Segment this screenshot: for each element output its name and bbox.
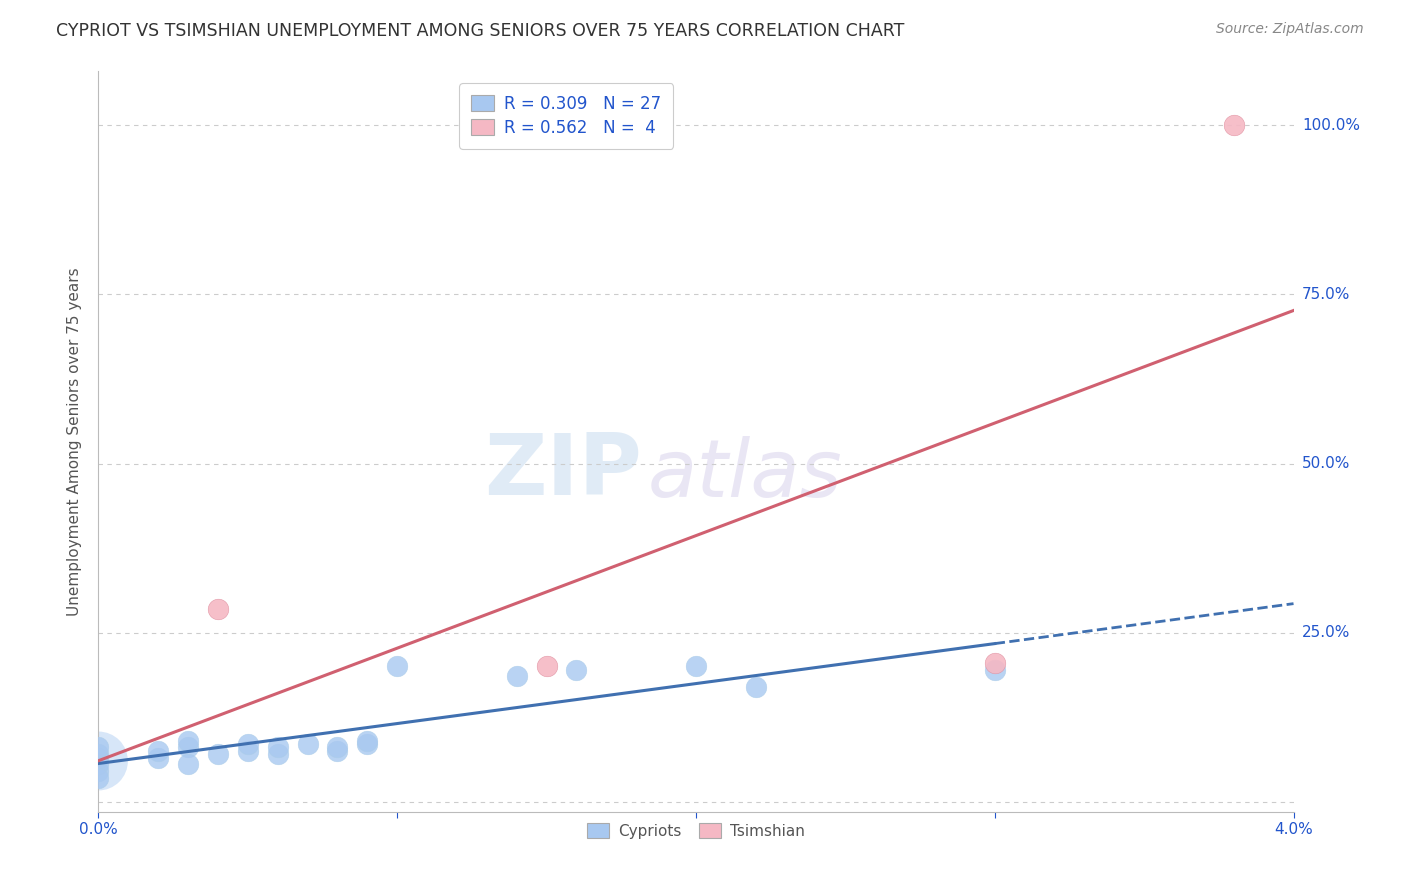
Point [87, 747, 110, 762]
Text: Source: ZipAtlas.com: Source: ZipAtlas.com [1216, 22, 1364, 37]
Point [207, 602, 229, 616]
Y-axis label: Unemployment Among Seniors over 75 years: Unemployment Among Seniors over 75 years [67, 268, 83, 615]
Point [326, 740, 349, 755]
Point [1223, 119, 1246, 133]
Text: 75.0%: 75.0% [1302, 287, 1350, 302]
Point [745, 680, 768, 694]
Point [326, 744, 349, 758]
Point [297, 737, 319, 751]
Point [207, 747, 229, 762]
Text: 25.0%: 25.0% [1302, 625, 1350, 640]
Text: 50.0%: 50.0% [1302, 456, 1350, 471]
Point [685, 659, 707, 673]
Point [356, 733, 378, 747]
Point [984, 656, 1007, 670]
Point [236, 737, 259, 751]
Point [385, 659, 409, 673]
Point [267, 740, 290, 755]
Point [87, 764, 110, 779]
Point [177, 733, 200, 747]
Point [177, 757, 200, 772]
Text: ZIP: ZIP [485, 430, 643, 513]
Point [87, 771, 110, 785]
Point [356, 737, 378, 751]
Point [87, 740, 110, 755]
Point [267, 747, 290, 762]
Text: 100.0%: 100.0% [1302, 118, 1360, 133]
Legend: Cypriots, Tsimshian: Cypriots, Tsimshian [581, 817, 811, 845]
Point [87, 754, 110, 768]
Point [536, 659, 558, 673]
Point [148, 744, 170, 758]
Text: atlas: atlas [648, 436, 844, 514]
Point [506, 669, 529, 683]
Point [177, 740, 200, 755]
Point [565, 663, 588, 677]
Point [236, 744, 259, 758]
Point [87, 757, 110, 772]
Text: CYPRIOT VS TSIMSHIAN UNEMPLOYMENT AMONG SENIORS OVER 75 YEARS CORRELATION CHART: CYPRIOT VS TSIMSHIAN UNEMPLOYMENT AMONG … [56, 22, 904, 40]
Point [984, 663, 1007, 677]
Point [87, 750, 110, 764]
Point [148, 750, 170, 764]
